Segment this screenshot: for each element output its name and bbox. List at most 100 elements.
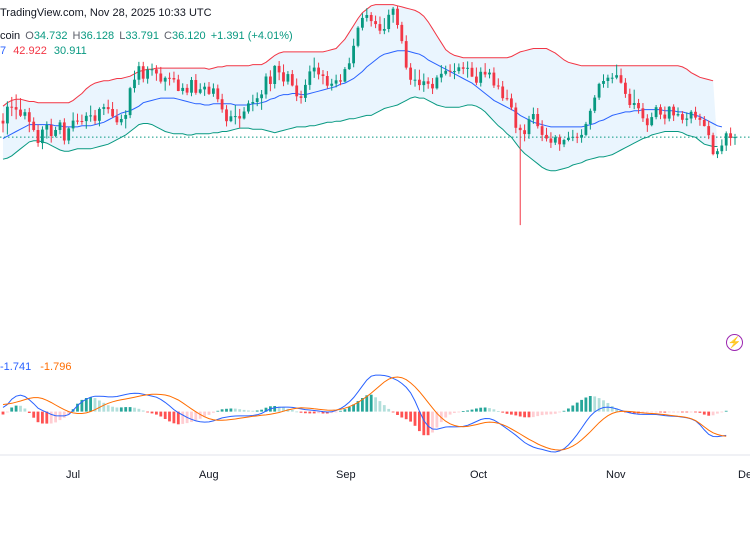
- macd-histogram-bar: [98, 400, 101, 412]
- macd-lines: [2, 374, 727, 453]
- macd-histogram-bar: [308, 411, 312, 414]
- candle-body: [282, 72, 285, 82]
- candle-body: [260, 94, 263, 99]
- macd-histogram-bar: [488, 408, 491, 412]
- macd-value: -1.741: [0, 361, 32, 373]
- macd-histogram-bar: [549, 411, 553, 415]
- candle-body: [334, 80, 338, 84]
- bb-fill: [3, 4, 718, 171]
- candle-body: [168, 77, 171, 79]
- bollinger-bands: [2, 4, 723, 172]
- candle-body: [387, 14, 391, 29]
- candle-body: [181, 87, 185, 91]
- candle-body: [681, 114, 684, 120]
- macd-histogram-bar: [299, 411, 303, 413]
- macd-histogram-bar: [277, 406, 281, 412]
- source-text: TradingView.com, Nov 28, 2025 10:33 UTC: [0, 7, 212, 19]
- macd-histogram-bar: [694, 411, 697, 413]
- candle-body: [247, 103, 250, 112]
- macd-histogram-bar: [339, 410, 342, 412]
- candle-body: [523, 130, 526, 135]
- candle-body: [457, 67, 461, 72]
- macd-histogram-bar: [80, 399, 84, 412]
- macd-histogram-bar: [505, 411, 509, 414]
- candle-body: [645, 118, 649, 126]
- macd-histogram-bar: [571, 405, 575, 412]
- macd-histogram-bar: [312, 411, 316, 414]
- candle-body: [733, 137, 737, 139]
- candle-body: [150, 69, 154, 71]
- macd-histogram-bar: [49, 411, 53, 424]
- macd-histogram-bar: [597, 398, 601, 412]
- macd-histogram-bar: [229, 408, 233, 412]
- macd-histogram-bar: [198, 411, 202, 419]
- candle-body: [19, 109, 22, 116]
- x-tick-label: Oct: [470, 469, 488, 481]
- macd-histogram-bar: [698, 411, 702, 413]
- ohlc-legend: coin O34.732 H36.128 L33.791 C36.120 +1.…: [0, 30, 293, 42]
- macd-histogram-bar: [6, 411, 9, 413]
- bb-basis-line: [2, 50, 723, 139]
- x-tick-label: De: [738, 469, 750, 481]
- macd-histogram-bar: [168, 411, 171, 422]
- macd-histogram-bar: [562, 410, 566, 412]
- candle-body: [545, 134, 548, 139]
- macd-histogram-bar: [321, 411, 325, 414]
- candle-body: [610, 77, 614, 79]
- candle-body: [220, 99, 224, 110]
- macd-histogram-bar: [510, 411, 513, 415]
- macd-histogram-bar: [667, 411, 671, 413]
- macd-histogram: [1, 394, 728, 436]
- macd-histogram-bar: [453, 411, 456, 413]
- candle-body: [549, 138, 553, 143]
- macd-histogram-bar: [439, 411, 443, 423]
- candle-body: [518, 127, 522, 131]
- candle-body: [698, 117, 702, 120]
- macd-histogram-bar: [641, 411, 645, 414]
- symbol-name[interactable]: coin: [0, 30, 21, 42]
- macd-histogram-bar: [575, 402, 579, 412]
- candle-body: [724, 133, 728, 146]
- tradingview-logo-icon[interactable]: ⚡: [726, 334, 743, 351]
- macd-histogram-bar: [400, 411, 404, 418]
- candle-body: [444, 70, 448, 74]
- candle-body: [729, 133, 732, 138]
- macd-histogram-bar: [212, 411, 215, 413]
- candle-body: [124, 115, 128, 119]
- candle-body: [400, 24, 404, 42]
- macd-histogram-bar: [422, 411, 426, 436]
- macd-histogram-bar: [45, 411, 49, 424]
- candle-body: [23, 112, 27, 116]
- candle-body: [54, 130, 57, 136]
- macd-histogram-bar: [602, 400, 605, 412]
- macd-histogram-bar: [194, 411, 198, 421]
- candle-body: [418, 79, 421, 86]
- low-value: 33.791: [125, 30, 159, 42]
- candle-body: [119, 119, 123, 123]
- macd-histogram-bar: [317, 411, 320, 414]
- macd-histogram-bar: [654, 411, 658, 413]
- candle-body: [277, 65, 281, 73]
- signal-value: -1.796: [40, 361, 72, 373]
- macd-histogram-bar: [378, 401, 382, 412]
- macd-histogram-bar: [518, 411, 522, 417]
- candle-body: [339, 80, 342, 82]
- signal-line: [2, 376, 727, 451]
- macd-histogram-bar: [391, 411, 395, 413]
- candle-body: [540, 126, 544, 135]
- macd-histogram-bar: [14, 405, 18, 412]
- candle-body: [273, 65, 277, 84]
- macd-histogram-bar: [536, 411, 540, 417]
- candle-body: [58, 122, 62, 130]
- candle-body: [146, 69, 149, 79]
- macd-histogram-bar: [146, 411, 149, 413]
- candle-body: [41, 129, 44, 144]
- candle-body: [71, 120, 75, 129]
- candle-body: [299, 96, 303, 98]
- candle-body: [641, 108, 645, 119]
- macd-histogram-bar: [466, 410, 469, 412]
- candle-body: [628, 93, 632, 105]
- macd-histogram-bar: [203, 411, 206, 417]
- candle-body: [562, 140, 566, 145]
